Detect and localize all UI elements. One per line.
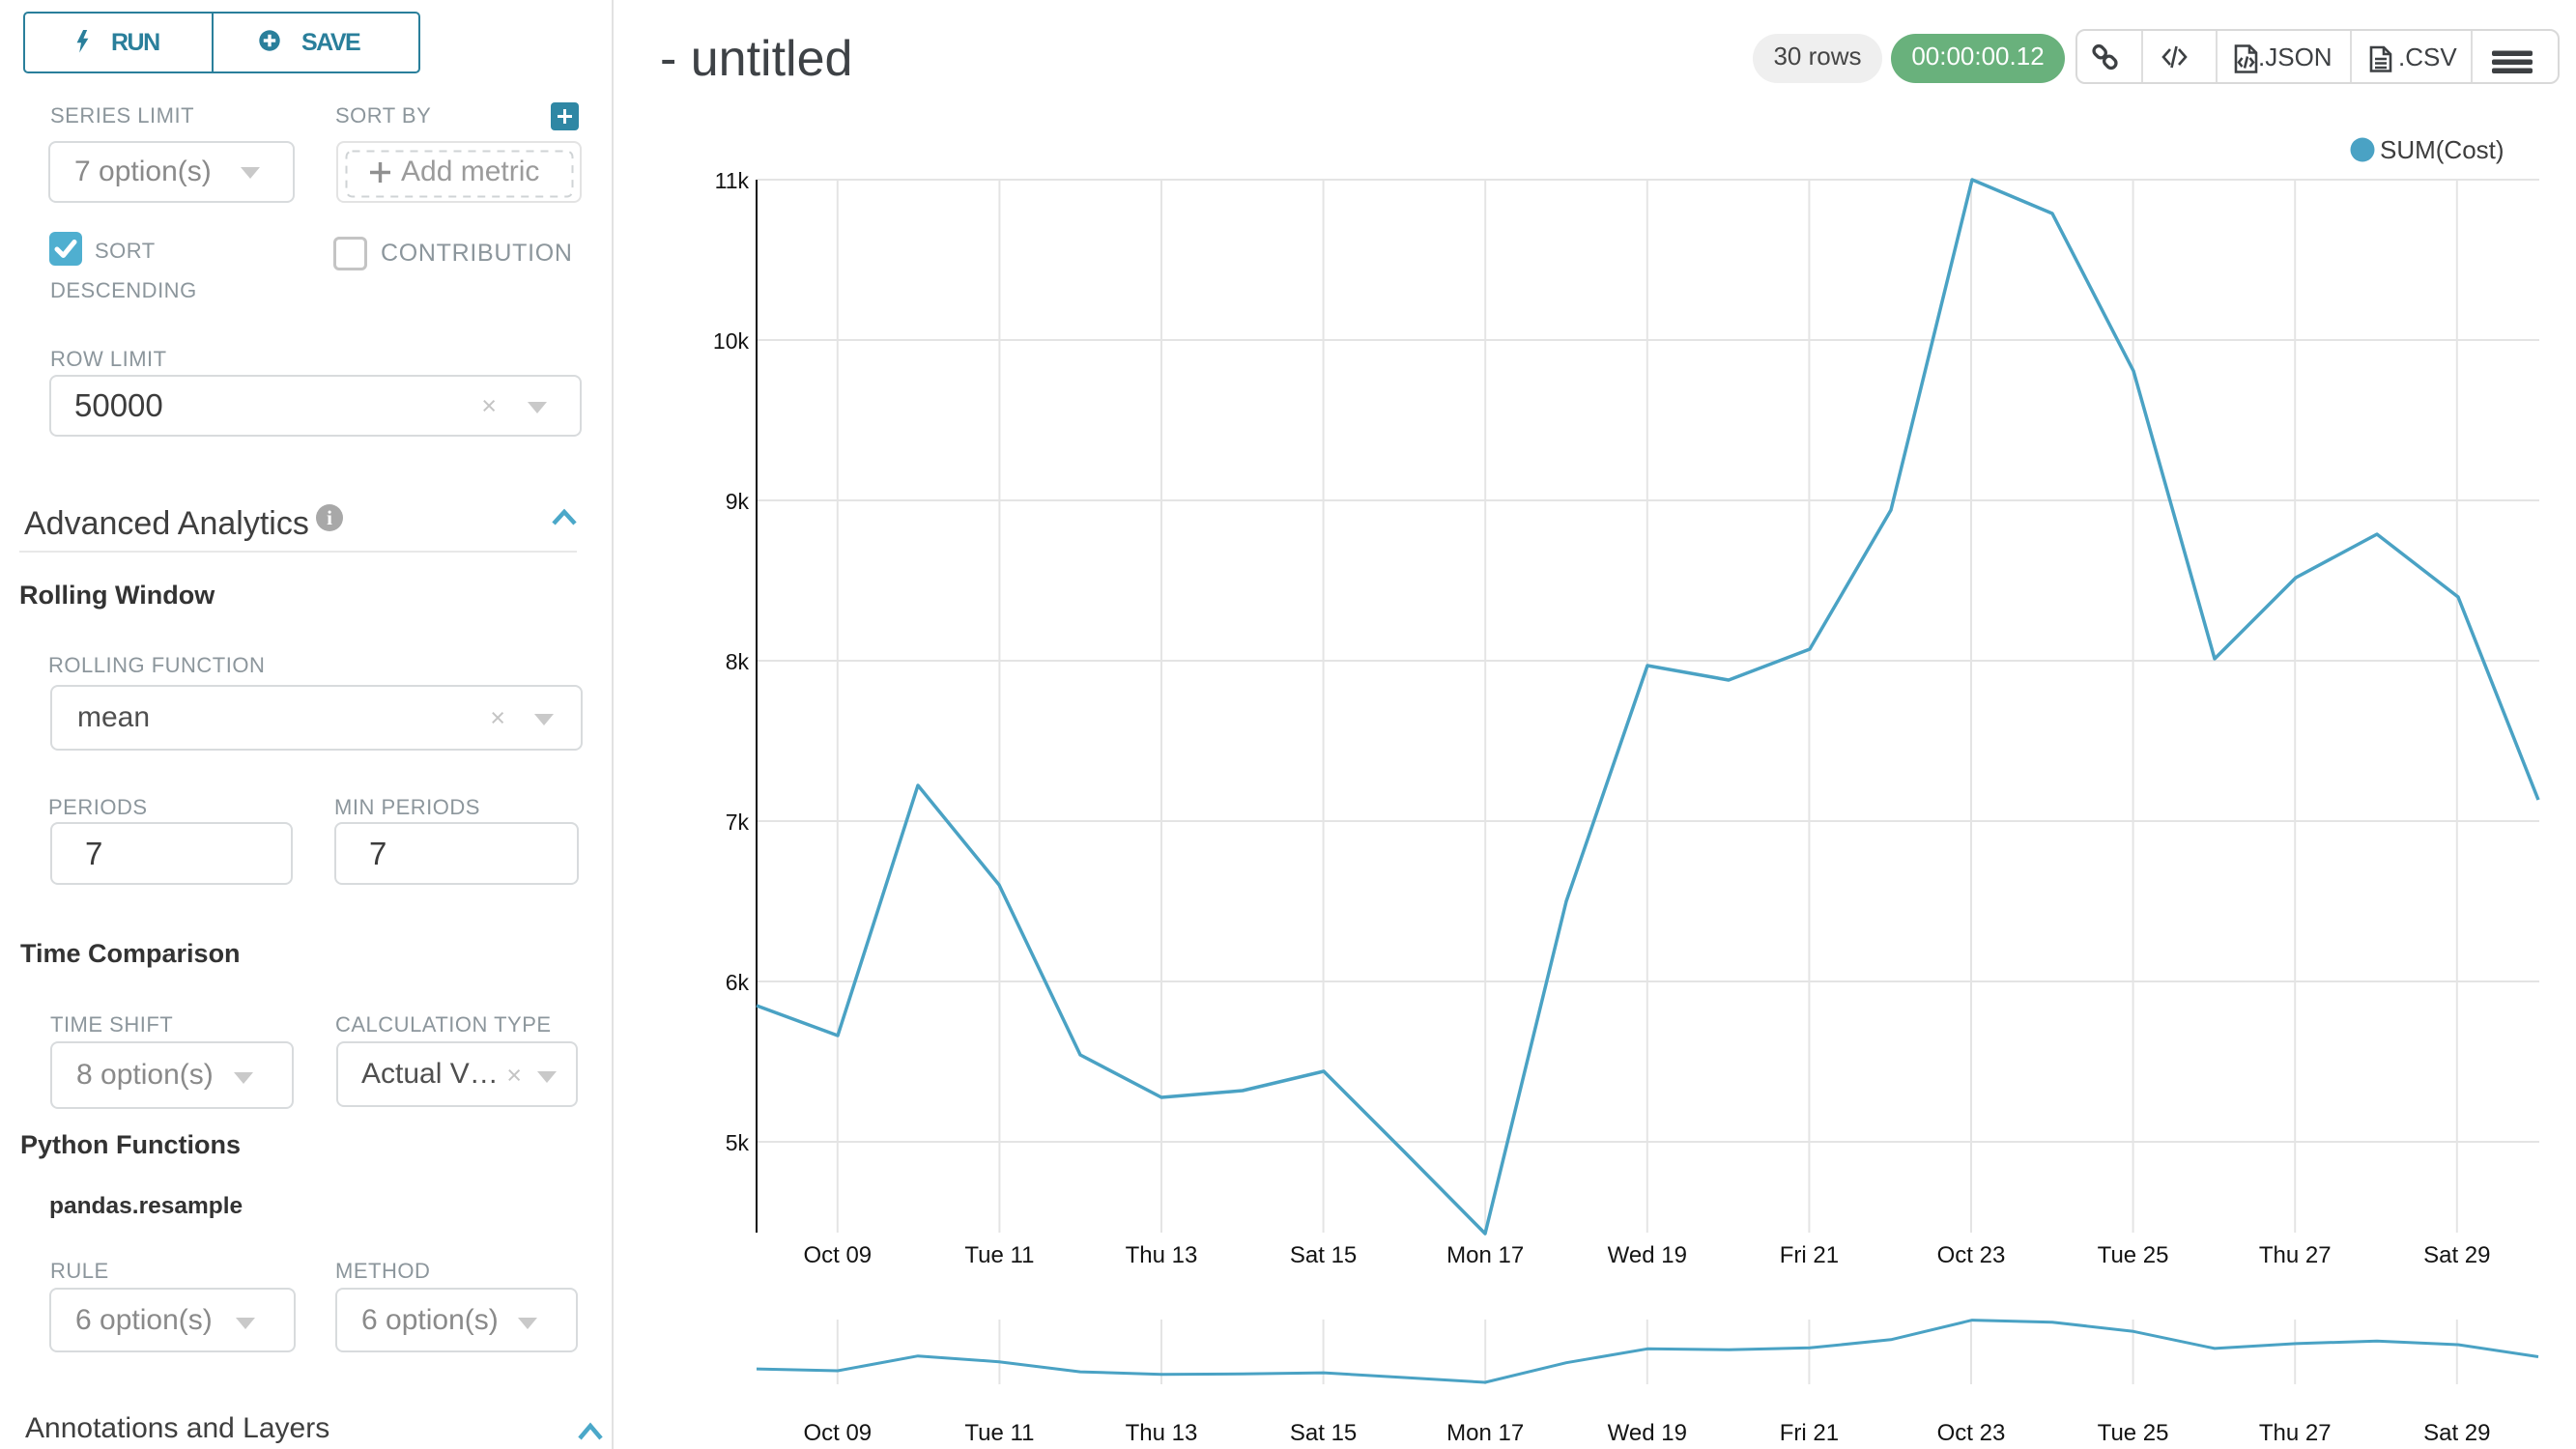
svg-text:6k: 6k [726, 970, 750, 995]
svg-text:Mon 17: Mon 17 [1446, 1420, 1524, 1446]
svg-text:Sat 29: Sat 29 [2423, 1420, 2490, 1446]
svg-text:Mon 17: Mon 17 [1446, 1242, 1524, 1268]
svg-text:Sat 29: Sat 29 [2423, 1242, 2490, 1268]
svg-text:Tue 11: Tue 11 [964, 1242, 1034, 1268]
svg-text:7k: 7k [726, 810, 750, 835]
svg-text:Fri 21: Fri 21 [1780, 1420, 1839, 1446]
svg-text:Tue 25: Tue 25 [2098, 1420, 2169, 1446]
svg-text:10k: 10k [713, 328, 750, 354]
svg-text:Tue 11: Tue 11 [964, 1420, 1034, 1446]
svg-text:8k: 8k [726, 649, 750, 674]
svg-text:SUM(Cost): SUM(Cost) [2380, 135, 2504, 164]
svg-text:Thu 27: Thu 27 [2259, 1420, 2332, 1446]
svg-text:Thu 27: Thu 27 [2259, 1242, 2332, 1268]
svg-text:Sat 15: Sat 15 [1290, 1420, 1357, 1446]
svg-text:Tue 25: Tue 25 [2098, 1242, 2169, 1268]
svg-text:.JSON: .JSON [2258, 43, 2333, 71]
svg-text:.CSV: .CSV [2398, 43, 2457, 71]
svg-text:Thu 13: Thu 13 [1126, 1420, 1198, 1446]
svg-text:5k: 5k [726, 1130, 750, 1155]
svg-text:Wed 19: Wed 19 [1608, 1242, 1687, 1268]
svg-text:Oct 09: Oct 09 [803, 1420, 872, 1446]
svg-text:11k: 11k [715, 168, 750, 193]
svg-text:Thu 13: Thu 13 [1126, 1242, 1198, 1268]
svg-text:Wed 19: Wed 19 [1608, 1420, 1687, 1446]
svg-text:Oct 09: Oct 09 [803, 1242, 872, 1268]
svg-text:Oct 23: Oct 23 [1937, 1420, 2006, 1446]
svg-text:Sat 15: Sat 15 [1290, 1242, 1357, 1268]
svg-text:Oct 23: Oct 23 [1937, 1242, 2006, 1268]
svg-text:Fri 21: Fri 21 [1780, 1242, 1839, 1268]
svg-text:9k: 9k [726, 489, 750, 514]
